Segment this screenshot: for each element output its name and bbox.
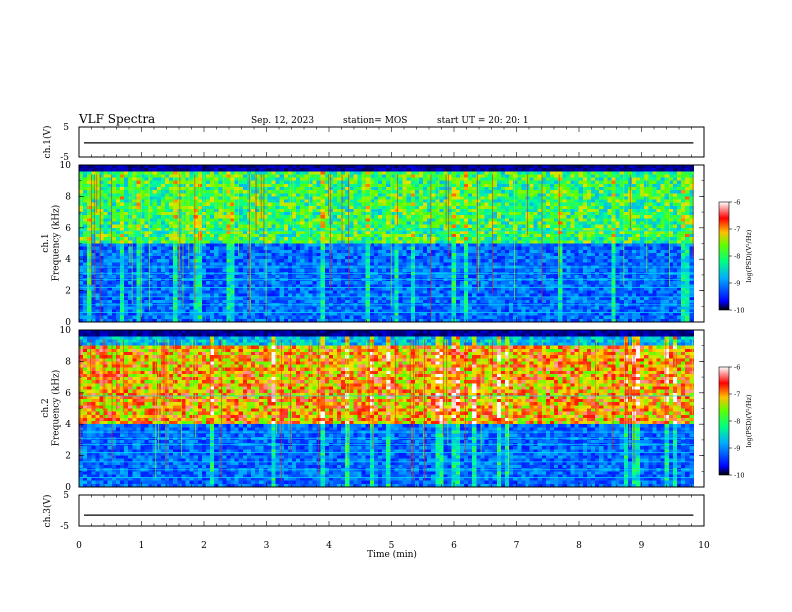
y-tick-label: 6 [65, 389, 71, 399]
ch2-colorbar-label: log(PSD)(V²/Hz) [745, 394, 753, 447]
y-tick-label: -5 [60, 153, 69, 163]
station-label: station= MOS [343, 116, 407, 126]
ch1-spectrogram-ylabel: ch.1Frequency (kHz) [41, 205, 61, 282]
x-tick-label: 10 [698, 541, 710, 551]
y-tick-label: 0 [65, 483, 71, 493]
colorbar-tick-label: -6 [734, 364, 740, 372]
y-tick-label: 8 [65, 357, 71, 367]
colorbar-tick-label: -6 [734, 199, 740, 207]
colorbar-tick-label: -7 [734, 226, 740, 234]
y-tick-label: 5 [63, 491, 69, 501]
colorbar-tick-label: -9 [734, 445, 740, 453]
ch2-spectrogram-ylabel: ch.2Frequency (kHz) [41, 370, 61, 447]
ch1-waveform-ylabel: ch.1(V) [42, 126, 53, 159]
ch2-colorbar [718, 366, 730, 476]
x-tick-label: 3 [264, 541, 270, 551]
colorbar-tick-label: -10 [734, 307, 744, 315]
colorbar-tick-label: -8 [734, 253, 740, 261]
y-tick-label: 6 [65, 224, 71, 234]
ch1-colorbar [718, 201, 730, 311]
ch2-spectrogram [79, 330, 694, 488]
ch1-colorbar-label: log(PSD)(V²/Hz) [745, 229, 753, 282]
ch1-spectrogram [79, 165, 694, 323]
y-tick-label: 4 [65, 420, 71, 430]
y-tick-label: 5 [63, 123, 69, 133]
colorbar-tick-label: -9 [734, 280, 740, 288]
x-tick-label: 9 [639, 541, 645, 551]
y-tick-label: 4 [65, 255, 71, 265]
x-tick-label: 8 [576, 541, 582, 551]
x-tick-label: 1 [139, 541, 145, 551]
y-tick-label: 10 [60, 161, 72, 171]
x-tick-label: 0 [76, 541, 82, 551]
x-tick-label: 2 [201, 541, 207, 551]
y-tick-label: -5 [60, 522, 69, 532]
x-tick-label: 7 [514, 541, 520, 551]
y-tick-label: 2 [65, 452, 71, 462]
y-tick-label: 10 [60, 326, 72, 336]
start-ut-label: start UT = 20: 20: 1 [437, 116, 529, 126]
colorbar-tick-label: -10 [734, 472, 744, 480]
x-tick-label: 4 [326, 541, 332, 551]
x-tick-label: 5 [389, 541, 395, 551]
ch3-waveform-ylabel: ch.3(V) [42, 495, 53, 528]
colorbar-tick-label: -8 [734, 418, 740, 426]
y-tick-label: 8 [65, 192, 71, 202]
figure-title: VLF Spectra [78, 112, 155, 126]
x-tick-label: 6 [451, 541, 457, 551]
y-tick-label: 2 [65, 287, 71, 297]
colorbar-tick-label: -7 [734, 391, 740, 399]
date-label: Sep. 12, 2023 [251, 116, 314, 126]
colorbar-ticks: -6 -7 -8 -9 -10 -6 -7 -8 -9 -10 [729, 199, 744, 480]
x-axis-label: Time (min) [367, 549, 417, 560]
y-tick-label: 0 [65, 318, 71, 328]
